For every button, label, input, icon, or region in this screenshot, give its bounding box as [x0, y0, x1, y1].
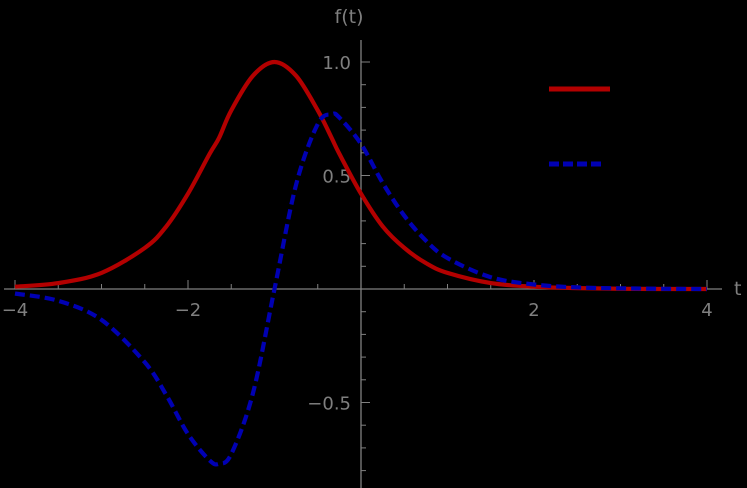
y-tick-label: −0.5	[307, 394, 351, 415]
y-tick-label: 0.5	[322, 167, 351, 188]
series-fprime-dashed-blue-line	[14, 111, 708, 467]
x-tick-label: −4	[2, 300, 29, 321]
x-axis-label: t	[734, 278, 741, 300]
x-tick-label: 4	[701, 300, 712, 321]
x-tick-label: 2	[528, 300, 539, 321]
x-axis-tick-labels: −4 −2 2 4	[2, 300, 713, 321]
y-axis-label: f(t)	[335, 6, 364, 28]
y-axis-minor-ticks	[361, 61, 370, 472]
legend	[549, 86, 610, 167]
y-tick-label: 1.0	[322, 53, 351, 74]
x-tick-label: −2	[175, 300, 202, 321]
series-f-solid-red-line	[14, 59, 707, 292]
y-axis-tick-labels: 1.0 0.5 −0.5	[307, 53, 351, 415]
